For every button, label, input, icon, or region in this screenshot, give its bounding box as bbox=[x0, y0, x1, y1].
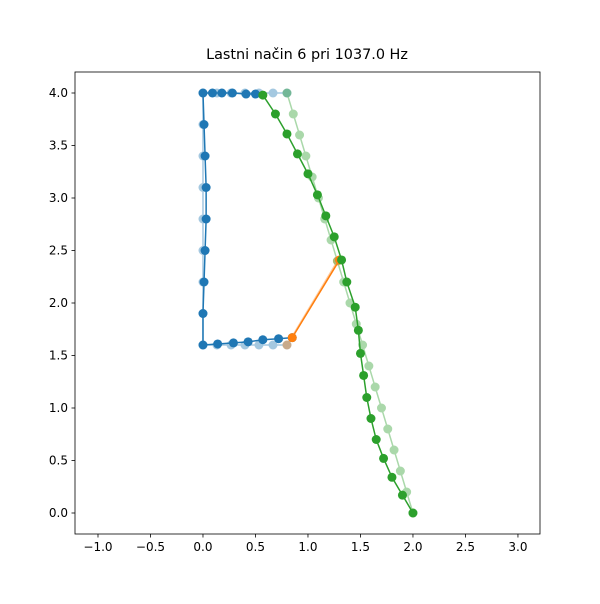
marker bbox=[389, 445, 399, 455]
y-tick-label: 3.5 bbox=[49, 139, 68, 153]
marker bbox=[397, 490, 407, 500]
marker bbox=[228, 338, 238, 348]
marker bbox=[359, 370, 369, 380]
marker bbox=[353, 325, 363, 335]
marker bbox=[282, 88, 292, 98]
marker bbox=[383, 424, 393, 434]
marker bbox=[243, 337, 253, 347]
marker bbox=[337, 255, 347, 265]
x-tick-label: 2.0 bbox=[403, 540, 422, 554]
x-tick-label: 1.5 bbox=[351, 540, 370, 554]
series bbox=[198, 88, 297, 350]
x-tick-label: −1.0 bbox=[83, 540, 112, 554]
x-tick-label: 0.0 bbox=[193, 540, 212, 554]
marker bbox=[350, 302, 360, 312]
marker bbox=[295, 130, 305, 140]
marker bbox=[355, 348, 365, 358]
marker bbox=[371, 435, 381, 444]
y-tick-label: 4.0 bbox=[49, 86, 68, 100]
y-tick-label: 2.0 bbox=[49, 296, 68, 310]
x-tick-label: 1.0 bbox=[298, 540, 317, 554]
x-tick-label: 2.5 bbox=[456, 540, 475, 554]
y-tick-label: 2.5 bbox=[49, 244, 68, 258]
series bbox=[282, 88, 418, 518]
marker bbox=[258, 335, 268, 345]
marker bbox=[282, 340, 292, 350]
marker bbox=[370, 382, 380, 392]
marker bbox=[258, 90, 268, 100]
marker bbox=[288, 109, 298, 119]
marker bbox=[321, 211, 331, 221]
marker bbox=[217, 88, 227, 98]
marker bbox=[364, 361, 374, 371]
chart-title: Lastni način 6 pri 1037.0 Hz bbox=[206, 47, 408, 63]
marker bbox=[213, 339, 223, 349]
marker bbox=[207, 88, 217, 98]
axes-frame bbox=[74, 71, 541, 535]
marker bbox=[387, 472, 397, 482]
marker bbox=[199, 120, 209, 129]
marker bbox=[362, 393, 372, 402]
marker bbox=[201, 214, 211, 224]
x-tick-label: −0.5 bbox=[136, 540, 165, 554]
marker bbox=[198, 340, 208, 350]
marker bbox=[227, 88, 237, 98]
y-tick-label: 1.0 bbox=[49, 401, 68, 415]
marker bbox=[379, 453, 389, 463]
marker bbox=[268, 88, 278, 98]
marker bbox=[198, 88, 208, 98]
marker bbox=[250, 89, 260, 99]
y-tick-label: 0.5 bbox=[49, 454, 68, 468]
marker bbox=[376, 403, 386, 413]
series bbox=[198, 88, 292, 350]
y-tick-label: 1.5 bbox=[49, 349, 68, 363]
plot-area bbox=[198, 88, 418, 518]
x-tick-label: 3.0 bbox=[508, 540, 527, 554]
marker bbox=[408, 508, 418, 518]
marker bbox=[282, 129, 292, 139]
series-line bbox=[202, 92, 293, 346]
marker bbox=[200, 246, 210, 255]
series bbox=[258, 90, 418, 518]
marker bbox=[268, 340, 278, 350]
marker bbox=[282, 340, 292, 350]
marker bbox=[312, 190, 322, 200]
marker bbox=[287, 333, 297, 343]
marker bbox=[200, 151, 210, 161]
y-tick-label: 3.0 bbox=[49, 191, 68, 205]
marker bbox=[270, 109, 280, 119]
series-line bbox=[202, 92, 287, 346]
marker bbox=[366, 414, 376, 423]
y-tick-label: 0.0 bbox=[49, 506, 68, 520]
marker bbox=[241, 89, 251, 99]
marker bbox=[303, 169, 313, 179]
marker bbox=[329, 232, 339, 242]
marker bbox=[292, 149, 302, 159]
series-line bbox=[291, 259, 341, 339]
marker bbox=[274, 334, 284, 344]
marker bbox=[201, 183, 211, 192]
marker bbox=[199, 277, 209, 287]
x-tick-label: 0.5 bbox=[246, 540, 265, 554]
marker bbox=[395, 466, 405, 476]
marker bbox=[342, 277, 352, 287]
series-line bbox=[286, 92, 414, 514]
marker bbox=[301, 151, 311, 161]
series-line bbox=[286, 260, 339, 346]
marker bbox=[282, 88, 292, 98]
marker bbox=[198, 309, 208, 318]
